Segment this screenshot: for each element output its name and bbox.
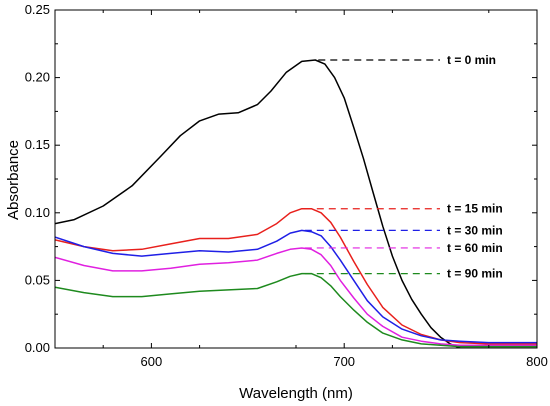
series-label: t = 30 min [447,223,503,237]
y-tick-label: 0.15 [25,137,50,152]
y-axis-title: Absorbance [5,140,22,220]
y-tick-label: 0.00 [25,340,50,355]
series-label: t = 90 min [447,267,503,281]
series-line [55,229,537,344]
y-tick-label: 0.10 [25,205,50,220]
series-labels: t = 0 min t = 15 min t = 30 min t = 60 min t… [304,53,503,281]
x-tick-label: 800 [526,354,548,369]
y-tick-label: 0.20 [25,70,50,85]
x-tick-label: 700 [333,354,355,369]
series-line [55,272,537,348]
y-tick-label: 0.25 [25,2,50,17]
series-label: t = 15 min [447,202,503,216]
series-label: t = 60 min [447,241,503,255]
series-label: t = 0 min [447,53,496,67]
x-axis-title: Wavelength (nm) [239,385,353,402]
y-tick-label: 0.05 [25,272,50,287]
series-layer [55,59,537,348]
series-line [55,247,537,347]
x-tick-label: 600 [141,354,163,369]
series-line [55,59,463,348]
axis-ticks: 0.00 0.05 0.10 0.15 0.20 0.25 600 700 800 [25,2,548,369]
